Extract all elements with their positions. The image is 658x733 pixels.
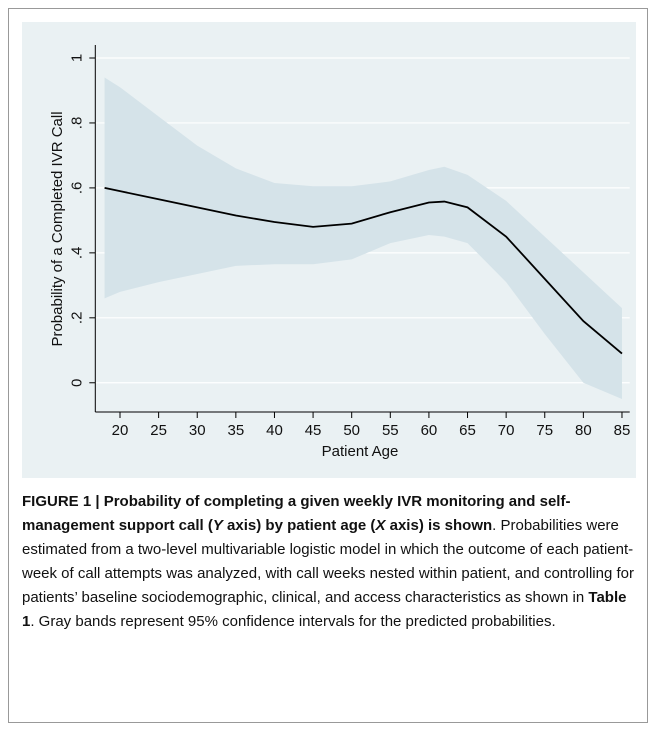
- caption-text: Y: [212, 517, 223, 534]
- x-tick-label: 50: [343, 422, 360, 439]
- y-tick-label: .6: [68, 182, 85, 195]
- caption-text: Table 1: [22, 589, 627, 630]
- confidence-band: [104, 77, 622, 400]
- chart: Patient Age Probability of a Completed I…: [22, 22, 636, 478]
- caption-text: . Gray bands represent 95% confidence in…: [30, 613, 556, 630]
- figure-frame: [8, 8, 648, 723]
- x-tick-label: 70: [498, 422, 515, 439]
- x-tick-label: 65: [459, 422, 476, 439]
- x-tick-label: 85: [614, 422, 631, 439]
- caption-text: axis) is shown: [385, 517, 493, 534]
- x-tick-label: 35: [228, 422, 245, 439]
- x-tick-label: 30: [189, 422, 206, 439]
- x-tick-label: 45: [305, 422, 322, 439]
- y-axis-label: Probability of a Completed IVR Call: [49, 111, 66, 346]
- prediction-line: [104, 187, 623, 355]
- x-tick-label: 25: [150, 422, 167, 439]
- y-tick-label: 0: [68, 379, 85, 387]
- x-tick-label: 55: [382, 422, 399, 439]
- x-tick-label: 60: [421, 422, 438, 439]
- caption-text: X: [375, 517, 386, 534]
- y-tick-label: 1: [68, 54, 85, 62]
- y-tick-label: .8: [68, 117, 85, 130]
- y-tick-label: .2: [68, 312, 85, 325]
- x-tick-label: 80: [575, 422, 592, 439]
- y-tick-label: .4: [68, 247, 85, 260]
- caption-text: axis) by patient age (: [222, 517, 376, 534]
- caption-text: . Probabilities were estimated from a tw…: [22, 517, 634, 606]
- caption-text: FIGURE 1 | Probability of completing a g…: [22, 493, 571, 534]
- x-tick-label: 40: [266, 422, 283, 439]
- x-tick-label: 75: [536, 422, 553, 439]
- x-tick-label: 20: [112, 422, 129, 439]
- x-axis-label: Patient Age: [322, 443, 399, 460]
- caption: FIGURE 1 | Probability of completing a g…: [22, 490, 637, 634]
